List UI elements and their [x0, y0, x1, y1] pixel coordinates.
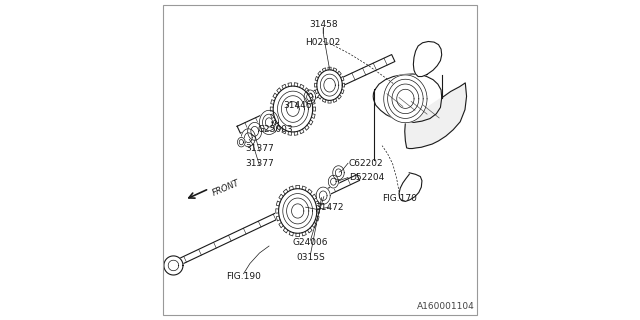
Polygon shape	[321, 74, 339, 96]
Text: 31458: 31458	[309, 20, 337, 29]
Text: FRONT: FRONT	[211, 178, 241, 197]
Polygon shape	[287, 102, 300, 116]
Polygon shape	[397, 89, 414, 108]
Text: 31377: 31377	[245, 144, 274, 153]
Text: 31377: 31377	[245, 159, 274, 168]
Text: D52204: D52204	[349, 173, 384, 182]
Text: 31446: 31446	[284, 101, 312, 110]
Polygon shape	[373, 74, 442, 123]
Polygon shape	[287, 198, 308, 224]
Polygon shape	[266, 118, 273, 127]
Text: G24006: G24006	[292, 238, 328, 247]
Polygon shape	[333, 166, 344, 180]
Polygon shape	[304, 90, 316, 104]
Text: C62202: C62202	[349, 159, 383, 168]
Polygon shape	[259, 110, 278, 134]
Text: 31472: 31472	[316, 203, 344, 212]
Polygon shape	[241, 129, 255, 147]
Polygon shape	[331, 178, 336, 185]
Polygon shape	[319, 191, 327, 200]
Polygon shape	[388, 79, 423, 118]
Polygon shape	[276, 185, 320, 236]
Polygon shape	[392, 84, 419, 114]
Polygon shape	[237, 137, 245, 147]
Polygon shape	[248, 123, 262, 140]
Polygon shape	[237, 137, 245, 147]
Polygon shape	[239, 140, 243, 145]
Text: FIG.190: FIG.190	[226, 272, 261, 281]
Polygon shape	[333, 166, 344, 180]
Polygon shape	[262, 114, 276, 131]
Polygon shape	[248, 123, 262, 140]
Polygon shape	[307, 93, 313, 101]
Polygon shape	[251, 126, 259, 136]
Text: A160001104: A160001104	[417, 302, 474, 311]
Polygon shape	[399, 173, 422, 201]
Polygon shape	[175, 175, 360, 267]
Polygon shape	[328, 175, 339, 188]
Polygon shape	[335, 169, 342, 177]
Polygon shape	[241, 129, 255, 147]
Text: G25003: G25003	[257, 125, 293, 134]
Polygon shape	[384, 75, 427, 123]
Polygon shape	[324, 78, 335, 92]
Polygon shape	[283, 194, 312, 228]
Polygon shape	[164, 256, 183, 275]
Polygon shape	[316, 187, 330, 204]
Polygon shape	[270, 83, 316, 135]
Polygon shape	[328, 175, 339, 188]
Polygon shape	[404, 83, 467, 148]
Polygon shape	[244, 133, 252, 143]
Polygon shape	[259, 110, 278, 134]
Text: 0315S: 0315S	[296, 253, 325, 262]
Polygon shape	[316, 187, 330, 204]
Text: H02102: H02102	[305, 38, 341, 47]
Text: FIG.170: FIG.170	[382, 194, 417, 203]
Polygon shape	[237, 55, 395, 133]
Polygon shape	[282, 96, 305, 122]
Polygon shape	[304, 90, 316, 104]
Polygon shape	[315, 68, 344, 103]
Polygon shape	[292, 204, 304, 218]
Polygon shape	[278, 91, 308, 127]
Polygon shape	[413, 42, 442, 76]
